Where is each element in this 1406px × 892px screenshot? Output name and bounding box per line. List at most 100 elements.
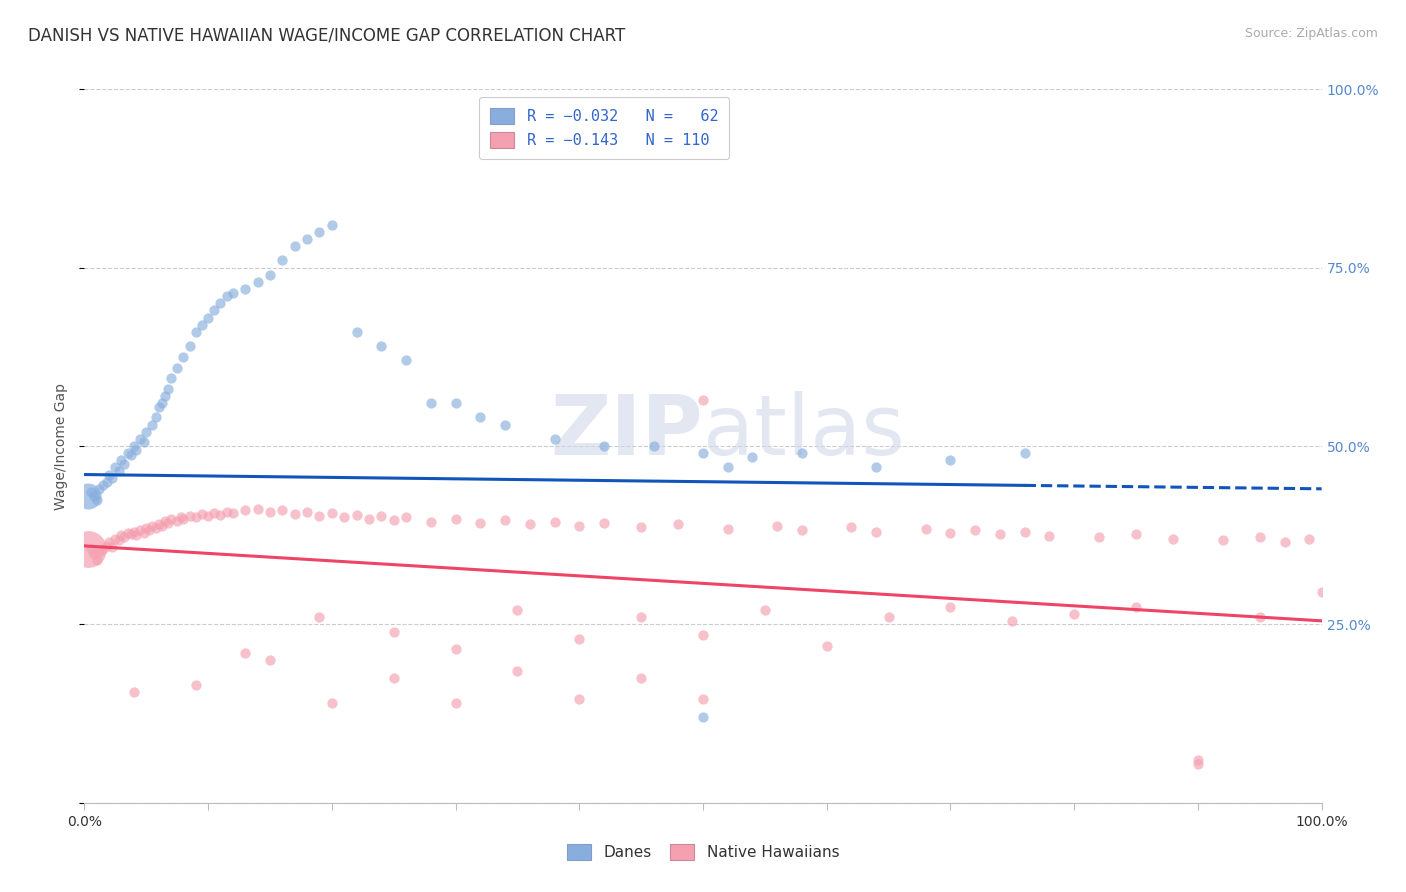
Point — [110, 528, 132, 542]
Point — [965, 523, 987, 537]
Point — [308, 225, 330, 239]
Point — [543, 432, 565, 446]
Point — [104, 532, 127, 546]
Point — [333, 510, 356, 524]
Point — [630, 671, 652, 685]
Point — [135, 521, 157, 535]
Point — [202, 303, 225, 318]
Point — [939, 453, 962, 467]
Point — [153, 389, 176, 403]
Point — [86, 492, 108, 507]
Point — [692, 710, 714, 724]
Point — [141, 417, 163, 432]
Point — [77, 542, 100, 557]
Point — [1038, 529, 1060, 543]
Point — [98, 467, 121, 482]
Point — [132, 435, 155, 450]
Point — [172, 512, 194, 526]
Point — [519, 517, 541, 532]
Point — [132, 526, 155, 541]
Point — [939, 526, 962, 541]
Point — [157, 516, 180, 530]
Point — [321, 506, 343, 520]
Point — [630, 610, 652, 624]
Point — [1212, 533, 1234, 548]
Point — [96, 475, 118, 489]
Point — [271, 253, 294, 268]
Point — [741, 450, 763, 464]
Point — [259, 505, 281, 519]
Point — [202, 506, 225, 520]
Point — [138, 523, 160, 537]
Point — [568, 632, 591, 646]
Point — [246, 275, 269, 289]
Legend: Danes, Native Hawaiians: Danes, Native Hawaiians — [561, 838, 845, 866]
Point — [1249, 610, 1271, 624]
Point — [717, 460, 740, 475]
Point — [395, 510, 418, 524]
Point — [125, 528, 148, 542]
Point — [153, 514, 176, 528]
Point — [1298, 532, 1320, 546]
Point — [117, 526, 139, 541]
Point — [295, 232, 318, 246]
Point — [79, 542, 101, 557]
Point — [191, 318, 214, 332]
Point — [766, 519, 789, 533]
Point — [112, 457, 135, 471]
Point — [308, 508, 330, 523]
Point — [179, 339, 201, 353]
Point — [172, 350, 194, 364]
Point — [1063, 607, 1085, 621]
Point — [122, 439, 145, 453]
Y-axis label: Wage/Income Gap: Wage/Income Gap — [55, 383, 69, 509]
Point — [271, 503, 294, 517]
Point — [494, 513, 516, 527]
Point — [914, 522, 936, 536]
Point — [1014, 524, 1036, 539]
Point — [222, 506, 245, 520]
Point — [754, 603, 776, 617]
Point — [1187, 756, 1209, 771]
Point — [125, 442, 148, 457]
Point — [494, 417, 516, 432]
Point — [100, 471, 122, 485]
Point — [184, 510, 207, 524]
Point — [1310, 585, 1333, 599]
Point — [129, 432, 152, 446]
Point — [1187, 753, 1209, 767]
Point — [129, 523, 152, 537]
Point — [215, 289, 238, 303]
Point — [370, 339, 392, 353]
Point — [215, 505, 238, 519]
Point — [284, 239, 307, 253]
Point — [148, 400, 170, 414]
Point — [197, 508, 219, 523]
Point — [1249, 530, 1271, 544]
Point — [321, 696, 343, 710]
Point — [89, 544, 111, 558]
Point — [79, 485, 101, 500]
Point — [1161, 532, 1184, 546]
Point — [222, 285, 245, 300]
Point — [346, 508, 368, 522]
Point — [233, 282, 256, 296]
Point — [108, 464, 131, 478]
Point — [120, 527, 142, 541]
Point — [259, 653, 281, 667]
Point — [150, 519, 173, 533]
Point — [865, 460, 887, 475]
Point — [108, 533, 131, 548]
Point — [91, 541, 114, 556]
Point — [382, 624, 405, 639]
Point — [692, 628, 714, 642]
Point — [988, 527, 1011, 541]
Point — [568, 692, 591, 706]
Point — [666, 517, 689, 532]
Point — [593, 439, 616, 453]
Point — [593, 516, 616, 530]
Point — [148, 517, 170, 532]
Point — [1088, 530, 1111, 544]
Point — [259, 268, 281, 282]
Point — [877, 610, 900, 624]
